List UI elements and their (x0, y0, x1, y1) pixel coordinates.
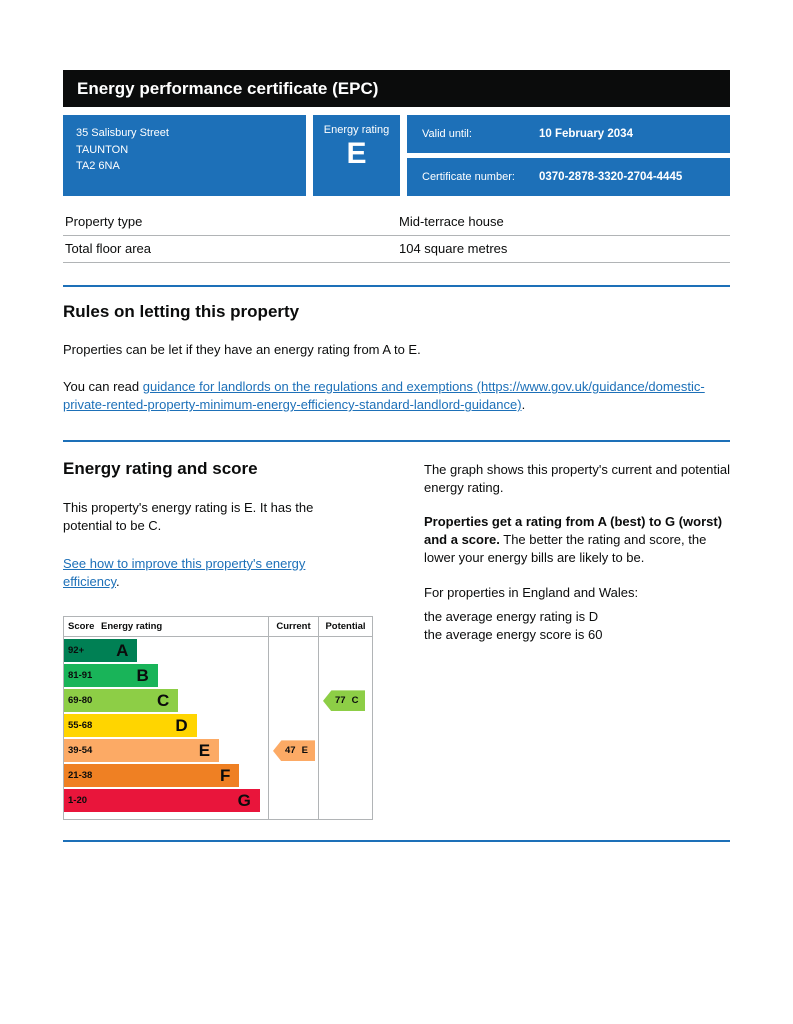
energy-rating-column-header: Energy rating (101, 621, 163, 633)
averages-paragraph: the average energy rating is D the avera… (424, 608, 730, 644)
address-line-1: 35 Salisbury Street (76, 127, 169, 139)
epc-chart-rating-area: Score Energy rating 92+ A 81-91 B 69-80 C 55-6… (64, 617, 268, 819)
floor-area-value: 104 square metres (399, 241, 508, 256)
potential-rating-marker: 77 C (323, 690, 365, 712)
band-letter: C (156, 690, 170, 710)
certificate-number-label: Certificate number: (422, 171, 515, 183)
score-column-header: Score (68, 621, 95, 633)
epc-chart-header-left: Score Energy rating (64, 617, 268, 638)
band-score: 69-80 (68, 695, 93, 707)
epc-chart: Score Energy rating 92+ A 81-91 B 69-80 C 55-6… (63, 616, 373, 821)
band-letter: A (116, 640, 129, 660)
epc-band-F: 21-38 F (64, 764, 240, 788)
landlord-guidance-link[interactable]: guidance for landlords on the regulation… (63, 379, 705, 413)
band-letter: D (175, 715, 188, 735)
property-type-value: Mid-terrace house (399, 214, 504, 229)
band-score: 1-20 (68, 795, 88, 807)
property-details-table: Property type Mid-terrace house Total fl… (63, 209, 730, 263)
floor-area-label: Total floor area (65, 241, 151, 256)
england-wales-paragraph: For properties in England and Wales: (424, 584, 639, 600)
rating-scale-paragraph: Properties get a rating from A (best) to… (424, 513, 730, 568)
rating-summary-paragraph: This property's energy rating is E. It h… (63, 499, 314, 533)
rules-heading: Rules on letting this property (63, 302, 300, 321)
valid-until-label: Valid until: (422, 128, 472, 140)
rating-scale-rest: The better the rating and score, the low… (424, 532, 707, 566)
current-column-header: Current (269, 617, 318, 638)
rating-scale-bold: Properties get a rating from A (best) to… (424, 513, 723, 548)
page-title-bar: Energy performance certificate (EPC) (63, 70, 730, 107)
improve-efficiency-link[interactable]: See how to improve this property's energ… (63, 555, 306, 590)
band-letter: E (198, 740, 211, 760)
address-box: 35 Salisbury Street TAUNTON TA2 6NA (63, 115, 306, 196)
rules-section: Rules on letting this property Propertie… (63, 302, 730, 415)
band-letter: B (136, 665, 149, 685)
property-type-label: Property type (65, 214, 143, 229)
band-score: 92+ (68, 645, 85, 657)
guidance-suffix: . (521, 397, 526, 413)
average-rating-line: the average energy rating is D (424, 608, 599, 624)
epc-band-C: 69-80 C (64, 689, 179, 713)
energy-rating-box: Energy rating E (313, 115, 400, 196)
rating-right-column: The graph shows this property's current … (424, 459, 730, 821)
average-score-line: the average energy score is 60 (424, 626, 603, 642)
improve-paragraph: See how to improve this property's energ… (63, 555, 335, 591)
current-rating-marker: 47 E (273, 740, 315, 762)
certificate-number-box: Certificate number: 0370-2878-3320-2704-… (407, 158, 730, 196)
epc-current-column: Current 47 E (268, 617, 318, 820)
band-score: 81-91 (68, 670, 93, 682)
table-row-floor-area: Total floor area 104 square metres (63, 236, 730, 263)
section-divider (63, 840, 730, 843)
current-score: 47 (285, 745, 296, 757)
band-score: 55-68 (68, 720, 93, 732)
epc-band-area: 92+ A 81-91 B 69-80 C 55-68 D 39-54 E 21-38 F 1-20 G (64, 637, 268, 819)
energy-rating-label: Energy rating (323, 124, 390, 136)
band-letter: F (220, 765, 231, 785)
epc-band-E: 39-54 E (64, 739, 220, 763)
current-letter: E (301, 745, 308, 757)
validity-column: Valid until: 10 February 2034 Certificat… (407, 115, 730, 196)
section-divider (63, 285, 730, 287)
certificate-number-value: 0370-2878-3320-2704-4445 (539, 171, 683, 183)
table-row-property-type: Property type Mid-terrace house (63, 209, 730, 236)
band-score: 21-38 (68, 770, 93, 782)
summary-row: 35 Salisbury Street TAUNTON TA2 6NA Ener… (63, 115, 730, 196)
rules-paragraph: Properties can be let if they have an en… (63, 342, 421, 357)
potential-score: 77 (335, 695, 346, 707)
page-title: Energy performance certificate (EPC) (77, 78, 379, 98)
improve-suffix: . (116, 574, 120, 590)
certificate-page: Energy performance certificate (EPC) 35 … (63, 0, 730, 843)
epc-potential-column: Potential 77 C (318, 617, 372, 820)
guidance-paragraph: You can read guidance for landlords on t… (63, 378, 723, 414)
band-score: 39-54 (68, 745, 93, 757)
energy-rating-section: Energy rating and score This property's … (63, 459, 730, 821)
potential-column-header: Potential (319, 617, 372, 638)
valid-until-box: Valid until: 10 February 2034 (407, 115, 730, 153)
band-letter: G (237, 790, 251, 810)
rating-heading: Energy rating and score (63, 458, 258, 478)
rating-left-column: Energy rating and score This property's … (63, 459, 424, 821)
energy-rating-value: E (346, 137, 367, 170)
section-divider (63, 439, 730, 442)
epc-band-G: 1-20 G (64, 789, 260, 813)
address-line-3: TA2 6NA (76, 160, 120, 172)
address-line-2: TAUNTON (76, 143, 129, 156)
epc-band-A: 92+ A (64, 639, 138, 663)
valid-until-value: 10 February 2034 (539, 128, 633, 140)
epc-band-B: 81-91 B (64, 664, 158, 688)
graph-explanation-paragraph: The graph shows this property's current … (424, 461, 730, 495)
epc-band-D: 55-68 D (64, 714, 197, 738)
guidance-prefix: You can read (63, 379, 143, 395)
potential-letter: C (351, 695, 359, 707)
